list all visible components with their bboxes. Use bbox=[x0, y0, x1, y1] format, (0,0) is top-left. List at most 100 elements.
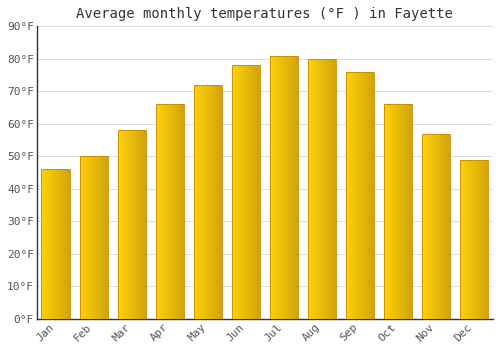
Bar bbox=[60, 169, 62, 319]
Bar bbox=[473, 160, 474, 319]
Bar bbox=[354, 72, 355, 319]
Bar bbox=[164, 104, 165, 319]
Bar bbox=[244, 65, 245, 319]
Bar bbox=[274, 56, 276, 319]
Bar bbox=[294, 56, 296, 319]
Bar bbox=[53, 169, 54, 319]
Title: Average monthly temperatures (°F ) in Fayette: Average monthly temperatures (°F ) in Fa… bbox=[76, 7, 454, 21]
Bar bbox=[392, 104, 393, 319]
Bar bbox=[47, 169, 48, 319]
Bar bbox=[52, 169, 53, 319]
Bar bbox=[448, 134, 450, 319]
Bar bbox=[80, 156, 108, 319]
Bar bbox=[55, 169, 56, 319]
Bar bbox=[196, 85, 198, 319]
Bar bbox=[286, 56, 287, 319]
Bar bbox=[484, 160, 486, 319]
Bar bbox=[395, 104, 396, 319]
Bar bbox=[123, 130, 124, 319]
Bar bbox=[182, 104, 183, 319]
Bar bbox=[428, 134, 430, 319]
Bar bbox=[346, 72, 348, 319]
Bar bbox=[278, 56, 279, 319]
Bar bbox=[181, 104, 182, 319]
Bar bbox=[203, 85, 204, 319]
Bar bbox=[436, 134, 437, 319]
Bar bbox=[466, 160, 468, 319]
Bar bbox=[384, 104, 386, 319]
Bar bbox=[393, 104, 394, 319]
Bar bbox=[252, 65, 254, 319]
Bar bbox=[254, 65, 256, 319]
Bar bbox=[118, 130, 120, 319]
Bar bbox=[430, 134, 432, 319]
Bar bbox=[42, 169, 43, 319]
Bar bbox=[319, 59, 320, 319]
Bar bbox=[85, 156, 86, 319]
Bar bbox=[440, 134, 441, 319]
Bar bbox=[64, 169, 65, 319]
Bar bbox=[281, 56, 282, 319]
Bar bbox=[442, 134, 444, 319]
Bar bbox=[348, 72, 350, 319]
Bar bbox=[308, 59, 310, 319]
Bar bbox=[356, 72, 357, 319]
Bar bbox=[328, 59, 330, 319]
Bar bbox=[120, 130, 122, 319]
Bar bbox=[216, 85, 218, 319]
Bar bbox=[355, 72, 356, 319]
Bar bbox=[384, 104, 412, 319]
Bar bbox=[437, 134, 438, 319]
Bar bbox=[46, 169, 47, 319]
Bar bbox=[422, 134, 450, 319]
Bar bbox=[282, 56, 283, 319]
Bar bbox=[297, 56, 298, 319]
Bar bbox=[272, 56, 274, 319]
Bar bbox=[174, 104, 176, 319]
Bar bbox=[310, 59, 312, 319]
Bar bbox=[165, 104, 166, 319]
Bar bbox=[104, 156, 105, 319]
Bar bbox=[486, 160, 488, 319]
Bar bbox=[124, 130, 125, 319]
Bar bbox=[432, 134, 433, 319]
Bar bbox=[362, 72, 363, 319]
Bar bbox=[318, 59, 319, 319]
Bar bbox=[93, 156, 94, 319]
Bar bbox=[460, 160, 462, 319]
Bar bbox=[234, 65, 236, 319]
Bar bbox=[96, 156, 98, 319]
Bar bbox=[54, 169, 55, 319]
Bar bbox=[357, 72, 358, 319]
Bar bbox=[82, 156, 84, 319]
Bar bbox=[250, 65, 252, 319]
Bar bbox=[400, 104, 401, 319]
Bar bbox=[160, 104, 162, 319]
Bar bbox=[232, 65, 260, 319]
Bar bbox=[410, 104, 412, 319]
Bar bbox=[166, 104, 167, 319]
Bar bbox=[477, 160, 478, 319]
Bar bbox=[361, 72, 362, 319]
Bar bbox=[208, 85, 209, 319]
Bar bbox=[316, 59, 317, 319]
Bar bbox=[136, 130, 138, 319]
Bar bbox=[142, 130, 143, 319]
Bar bbox=[468, 160, 469, 319]
Bar bbox=[209, 85, 210, 319]
Bar bbox=[176, 104, 178, 319]
Bar bbox=[287, 56, 288, 319]
Bar bbox=[288, 56, 290, 319]
Bar bbox=[194, 85, 222, 319]
Bar bbox=[470, 160, 471, 319]
Bar bbox=[168, 104, 169, 319]
Bar bbox=[396, 104, 397, 319]
Bar bbox=[322, 59, 323, 319]
Bar bbox=[67, 169, 68, 319]
Bar bbox=[332, 59, 334, 319]
Bar bbox=[214, 85, 216, 319]
Bar bbox=[439, 134, 440, 319]
Bar bbox=[138, 130, 140, 319]
Bar bbox=[352, 72, 354, 319]
Bar bbox=[107, 156, 108, 319]
